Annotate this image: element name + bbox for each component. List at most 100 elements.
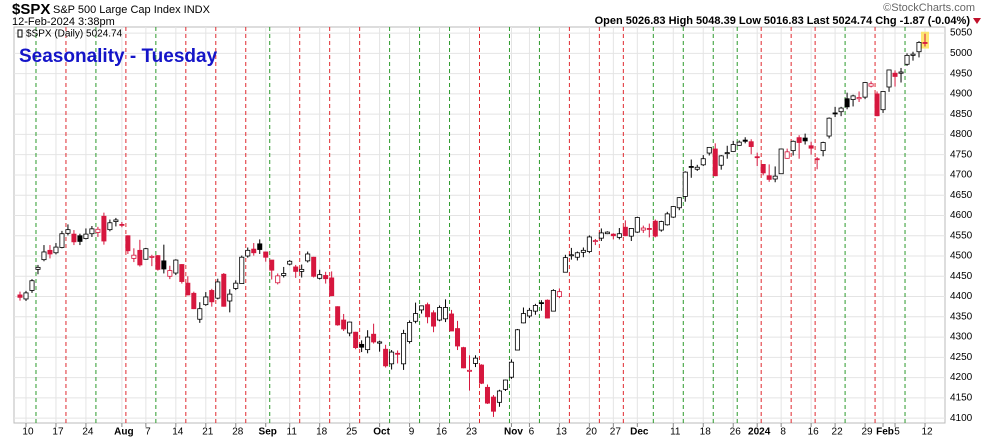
candle-body xyxy=(353,331,359,349)
candle-body xyxy=(670,206,676,218)
candle-body xyxy=(341,319,347,330)
candle-body xyxy=(736,141,742,146)
candle-body xyxy=(658,221,664,231)
candle-body xyxy=(862,82,868,98)
candle-body xyxy=(311,256,317,277)
candle-body xyxy=(718,155,724,166)
candle-body xyxy=(101,215,107,242)
candle-body xyxy=(221,273,227,307)
candle-body xyxy=(598,232,604,239)
y-tick-label: 4700 xyxy=(950,170,973,181)
x-tick-label: 27 xyxy=(610,427,622,438)
y-tick-label: 4450 xyxy=(950,271,973,282)
candle-body xyxy=(227,293,233,302)
candle-body xyxy=(107,222,113,231)
candle-body xyxy=(461,347,467,369)
x-tick-label: 8 xyxy=(780,427,786,438)
candle-body xyxy=(604,231,610,235)
x-tick-label: 17 xyxy=(52,427,64,438)
candle-body xyxy=(904,54,910,65)
down-arrow xyxy=(973,18,981,24)
candle-body xyxy=(730,144,736,152)
candle-body xyxy=(305,253,311,262)
x-tick-label: 7 xyxy=(145,427,151,438)
candle-body xyxy=(808,145,814,149)
candle-body xyxy=(455,328,461,347)
candle-body xyxy=(125,235,131,252)
y-tick-label: 4900 xyxy=(950,89,973,100)
candle-body xyxy=(197,308,203,320)
candle-body xyxy=(898,71,904,74)
x-tick-label: 29 xyxy=(862,427,874,438)
candle-body xyxy=(772,175,778,180)
y-tick-label: 4650 xyxy=(950,190,973,201)
candle-body xyxy=(694,166,700,170)
candle-body xyxy=(472,357,478,364)
candle-body xyxy=(113,219,119,222)
candle-body xyxy=(748,141,754,147)
candle-body xyxy=(437,307,443,321)
candle-body xyxy=(592,240,598,243)
candle-body xyxy=(239,256,245,284)
x-tick-label: 16 xyxy=(436,427,448,438)
candle-body xyxy=(532,305,538,312)
candle-body xyxy=(89,228,95,235)
candle-body xyxy=(802,137,808,142)
x-tick-label: Dec xyxy=(630,427,649,438)
date: 12-Feb-2024 3:38pm xyxy=(12,16,115,28)
candle-body xyxy=(886,69,892,88)
y-tick-label: 4350 xyxy=(950,311,973,322)
candle-body xyxy=(826,117,832,137)
candle-body xyxy=(359,343,365,348)
y-tick-label: 4800 xyxy=(950,129,973,140)
candle-body xyxy=(556,291,562,297)
candle-body xyxy=(574,252,580,258)
quote: Open 5026.83 High 5048.39 Low 5016.83 La… xyxy=(595,15,971,27)
candle-body xyxy=(191,292,197,310)
x-tick-label: 6 xyxy=(529,427,535,438)
candle-body xyxy=(467,369,473,372)
candle-body xyxy=(868,83,874,87)
candle-body xyxy=(760,164,766,174)
candle-body xyxy=(640,227,646,231)
candle-body xyxy=(874,93,880,117)
candle-body xyxy=(856,97,862,100)
candle-body xyxy=(484,386,490,404)
candle-body xyxy=(538,302,544,305)
candle-body xyxy=(742,139,748,142)
candle-body xyxy=(257,243,263,250)
x-tick-label: 9 xyxy=(409,427,415,438)
candle-body xyxy=(389,351,395,365)
candle-body xyxy=(299,268,305,272)
x-tick-label: 11 xyxy=(287,427,298,438)
legend: $SPX (Daily) 5024.74 xyxy=(26,29,123,40)
candle-body xyxy=(413,313,419,322)
x-tick-label: 23 xyxy=(466,427,478,438)
candle-body xyxy=(323,275,329,280)
candle-body xyxy=(137,249,143,266)
source: ©StockCharts.com xyxy=(883,2,975,14)
candle-body xyxy=(215,281,221,299)
candle-body xyxy=(622,226,628,237)
x-tick-label: 10 xyxy=(22,427,34,438)
candle-body xyxy=(395,352,401,355)
candle-body xyxy=(281,273,287,276)
candle-body xyxy=(676,197,682,209)
candle-body xyxy=(844,98,850,108)
candle-body xyxy=(29,280,35,291)
candle-body xyxy=(634,217,640,233)
candle-body xyxy=(431,312,437,327)
candle-body xyxy=(293,266,299,272)
candle-body xyxy=(185,282,191,296)
candle-body xyxy=(275,275,281,284)
x-tick-label: Oct xyxy=(373,427,390,438)
candle-body xyxy=(155,255,161,270)
candle-body xyxy=(95,228,101,233)
candle-body xyxy=(496,390,502,403)
x-tick-label: 13 xyxy=(556,427,568,438)
candle-body xyxy=(814,158,820,161)
candle-body xyxy=(209,290,215,303)
candle-body xyxy=(203,296,209,306)
y-tick-label: 4300 xyxy=(950,332,973,343)
